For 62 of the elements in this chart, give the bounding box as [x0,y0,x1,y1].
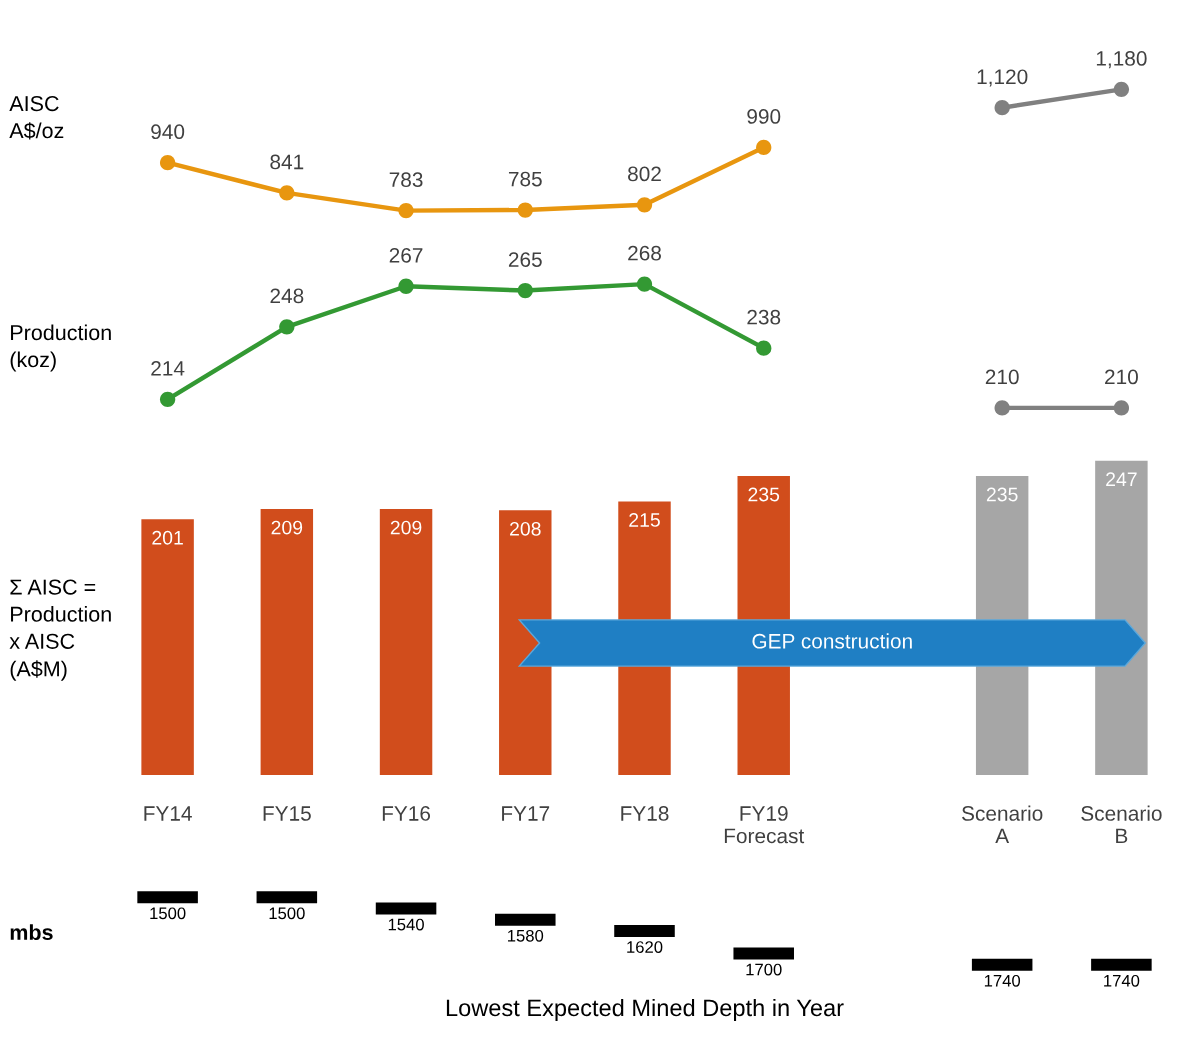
data-label: 248 [270,288,304,304]
point [756,139,772,156]
point [994,400,1010,416]
y-axis-title: AISC A$/oz [9,95,64,140]
point [636,197,653,213]
data-label: 783 [389,172,423,188]
data-label: 267 [389,247,423,263]
x-tick-label: Scenario A [962,805,1043,844]
point [994,100,1010,116]
data-label: 215 [629,513,660,527]
annotation: GEP construction [752,633,912,649]
data-label: 201 [152,530,183,545]
data-label: 1740 [984,974,1021,987]
data-label: 210 [1105,369,1138,385]
point [398,202,414,219]
data-label: 990 [747,109,781,124]
point [398,278,414,294]
x-tick-label: FY19 Forecast [724,806,805,844]
data-label: 1580 [508,929,544,942]
point [1113,400,1130,416]
data-label: 785 [508,171,542,187]
text: mbs [10,924,53,941]
data-label: 1540 [388,918,424,931]
data-label: 1500 [150,907,186,920]
data-label: 1700 [746,963,782,976]
point [517,282,533,299]
data-label: 1740 [1104,974,1140,987]
y-axis-title: Σ AISC = Production x AISC (A$M) [9,579,111,681]
x-tick-label: FY17 [502,806,550,821]
point [1113,81,1130,98]
point [159,155,176,171]
point [636,276,653,292]
y-axis-title: Production (koz) [10,324,111,372]
x-tick-label: FY16 [382,806,431,821]
data-label: 940 [151,124,185,140]
data-label: 210 [985,369,1019,385]
data-label: 265 [508,252,542,267]
x-tick-label: Scenario B [1081,805,1162,844]
data-label: 802 [628,166,661,182]
point [279,185,295,201]
data-label: 238 [747,309,781,325]
data-label: 209 [271,520,303,535]
point [279,319,295,335]
data-label: 841 [270,154,304,170]
data-label: 1500 [269,907,305,920]
x-tick-label: FY15 [263,806,311,821]
data-label: 209 [390,520,422,535]
data-label: 208 [510,521,541,536]
point [159,391,176,407]
point [517,202,533,218]
text: Lowest Expected Mined Depth in Year [446,998,844,1021]
x-tick-label: FY18 [621,806,669,821]
data-label: 235 [748,487,780,502]
x-tick-label: FY14 [144,806,192,821]
data-label: 268 [628,245,661,261]
data-label: 235 [986,487,1018,502]
data-label: 247 [1106,472,1137,486]
data-label: 1620 [627,941,663,953]
point [756,340,772,356]
data-label: 214 [151,361,185,376]
data-label: 1,180 [1096,51,1147,69]
data-label: 1,120 [977,69,1028,87]
